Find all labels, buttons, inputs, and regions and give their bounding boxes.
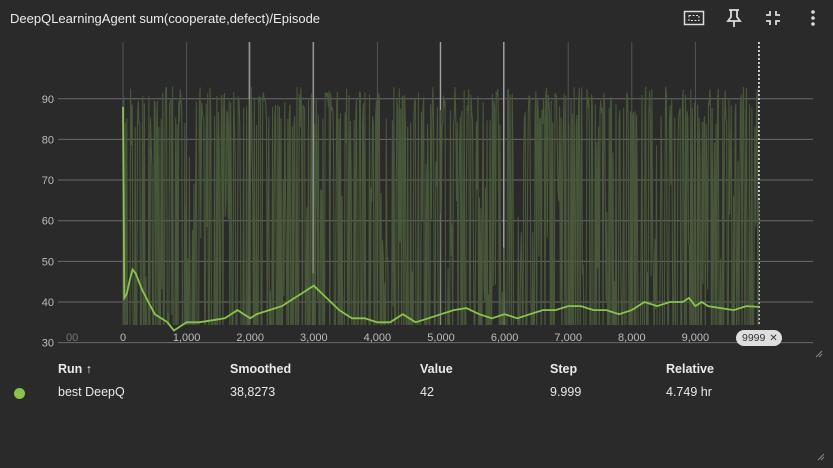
step-marker-badge[interactable]: 9999 ✕ — [736, 330, 782, 346]
y-tick-label: 30 — [42, 338, 54, 350]
x-tick-label: 4,000 — [364, 332, 392, 344]
more-vert-icon[interactable] — [801, 6, 825, 30]
card-header: DeepQLearningAgent sum(cooperate,defect)… — [0, 0, 833, 36]
x-tick-label: 00 — [66, 332, 78, 344]
x-tick-label: 7,000 — [554, 332, 582, 344]
smoothed-series — [122, 106, 759, 332]
y-axis-ticks: 30 40 50 60 70 80 90 — [42, 94, 54, 350]
raw-series-line — [122, 86, 760, 325]
cell-relative: 4.749 hr — [666, 385, 712, 399]
y-tick-label: 40 — [42, 297, 54, 309]
x-tick-label: 0 — [120, 332, 126, 344]
x-axis-ticks: 00 0 1,000 2,000 3,000 4,000 5,000 6,000 7,000 8,… — [66, 332, 709, 344]
column-header-run[interactable]: Run ↑ — [58, 362, 93, 376]
smoothed-series-line — [122, 106, 759, 332]
collapse-icon[interactable] — [761, 6, 785, 30]
cell-value: 42 — [420, 385, 434, 399]
x-tick-label: 6,000 — [491, 332, 519, 344]
run-color-dot — [14, 388, 25, 399]
step-marker-label: 9999 — [742, 332, 766, 344]
close-icon[interactable]: ✕ — [769, 332, 778, 344]
pin-icon[interactable] — [722, 6, 746, 30]
column-header-value[interactable]: Value — [420, 362, 453, 376]
column-header-relative[interactable]: Relative — [666, 362, 714, 376]
x-tick-label: 5,000 — [427, 332, 455, 344]
resize-handle-icon[interactable] — [813, 345, 823, 358]
y-tick-label: 50 — [42, 256, 54, 268]
column-header-smoothed[interactable]: Smoothed — [230, 362, 292, 376]
y-tick-label: 90 — [42, 94, 54, 106]
raw-series — [122, 86, 760, 325]
x-tick-label: 1,000 — [173, 332, 201, 344]
x-tick-label: 9,000 — [682, 332, 710, 344]
chart-title: DeepQLearningAgent sum(cooperate,defect)… — [10, 11, 321, 26]
x-tick-label: 3,000 — [300, 332, 328, 344]
x-tick-label: 8,000 — [618, 332, 646, 344]
y-tick-label: 80 — [42, 134, 54, 146]
y-tick-label: 70 — [42, 175, 54, 187]
x-tick-label: 2,000 — [236, 332, 264, 344]
resize-handle-icon[interactable] — [815, 448, 825, 461]
y-tick-label: 60 — [42, 216, 54, 228]
cell-run-name: best DeepQ — [58, 385, 125, 399]
column-header-step[interactable]: Step — [550, 362, 578, 376]
cell-smoothed: 38,8273 — [230, 385, 276, 399]
fit-domain-icon[interactable] — [682, 6, 706, 30]
cell-step: 9.999 — [550, 385, 582, 399]
